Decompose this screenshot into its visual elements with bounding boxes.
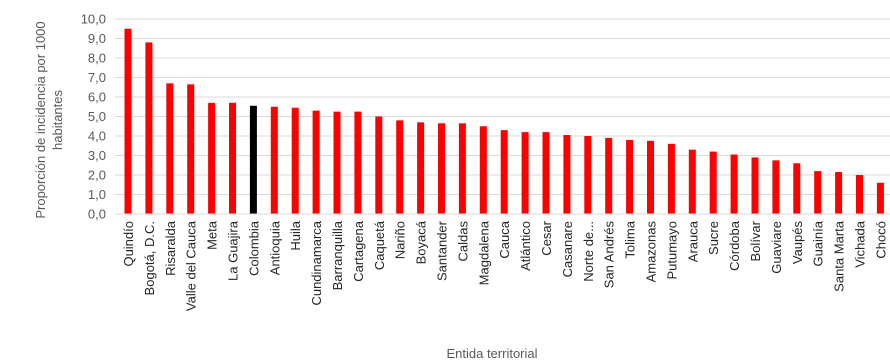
bar — [458, 123, 466, 214]
x-tick-label: Caldas — [455, 221, 470, 262]
x-tick-label: Amazonas — [644, 221, 659, 283]
x-tick-label: Santa Marta — [832, 220, 847, 292]
x-tick-label: Vaupés — [790, 221, 805, 265]
x-tick-label: Risaralda — [163, 220, 178, 276]
bar — [626, 139, 634, 214]
bar — [709, 151, 717, 214]
x-tick-label: Vichada — [853, 220, 868, 268]
x-tick-label: La Guajira — [226, 220, 241, 281]
x-tick-label: Chocó — [873, 221, 888, 259]
bar — [312, 110, 320, 214]
x-tick-label: Cesar — [539, 220, 554, 255]
category-labels: Quindío Bogotá, D.C. Risaralda Valle del Ca… — [121, 220, 888, 311]
y-tick-label: 4,0 — [88, 129, 106, 144]
x-tick-label: Norte de... — [581, 221, 596, 282]
x-tick-label: Barranquilla — [330, 220, 345, 290]
bar — [856, 175, 863, 214]
y-tick-label: 0,0 — [88, 207, 106, 222]
x-tick-label: Atlántico — [518, 221, 533, 271]
y-axis-label-line1: Proporción de incidencia por 1000 — [33, 21, 48, 218]
bar — [187, 84, 195, 214]
x-tick-label: Guaviare — [769, 221, 784, 274]
bar — [876, 182, 884, 214]
y-tick-label: 3,0 — [88, 148, 106, 163]
x-tick-label: Antioquia — [267, 220, 282, 275]
bar — [417, 122, 425, 214]
bar — [375, 116, 383, 214]
x-tick-label: Nariño — [393, 221, 408, 259]
bar — [145, 42, 153, 215]
bar — [396, 120, 404, 214]
bar — [500, 130, 508, 214]
x-tick-label: San Andrés — [602, 221, 617, 289]
bar — [438, 123, 445, 214]
bar — [249, 105, 257, 214]
bar — [688, 149, 696, 214]
x-tick-label: Bolívar — [748, 220, 763, 261]
y-tick-label: 6,0 — [88, 90, 106, 105]
x-tick-label: Guainía — [811, 220, 826, 266]
y-tick-label: 10,0 — [81, 12, 106, 27]
bar — [354, 111, 362, 214]
y-axis-ticks: 0,0 1,0 2,0 3,0 4,0 5,0 6,0 7,0 8,0 9,0 10,0 — [81, 12, 106, 222]
x-tick-label: Sucre — [706, 221, 721, 255]
bar — [333, 111, 341, 214]
y-axis-label-line2: habitantes — [50, 90, 65, 150]
x-tick-label: Bogotá, D.C. — [142, 221, 157, 295]
bar — [730, 154, 738, 214]
x-tick-label: Huila — [288, 220, 303, 250]
x-tick-label: Valle del Cauca — [184, 220, 199, 311]
bar — [479, 126, 487, 214]
x-tick-label: Meta — [205, 220, 220, 250]
x-tick-label: Casanare — [560, 221, 575, 277]
bar — [667, 143, 675, 214]
x-tick-label: Tolima — [623, 220, 638, 258]
bar — [563, 135, 571, 214]
x-tick-label: Cundinamarca — [309, 220, 324, 305]
y-tick-label: 2,0 — [88, 168, 106, 183]
x-tick-label: Córdoba — [727, 220, 742, 271]
x-tick-label: Cartagena — [351, 220, 366, 281]
y-tick-label: 5,0 — [88, 109, 106, 124]
bar — [751, 157, 759, 214]
x-tick-label: Cauca — [497, 220, 512, 258]
bar — [270, 106, 278, 214]
x-tick-label: Boyacá — [414, 220, 429, 264]
bar — [229, 102, 236, 214]
x-tick-label: Magdalena — [476, 220, 491, 285]
bar — [605, 137, 613, 214]
y-tick-label: 9,0 — [88, 31, 106, 46]
y-tick-label: 8,0 — [88, 51, 106, 66]
bar — [647, 140, 654, 214]
bar — [772, 160, 780, 214]
bar — [814, 171, 822, 214]
bar — [124, 28, 132, 214]
bar — [208, 102, 216, 214]
x-tick-label: Colombia — [246, 220, 261, 276]
bar — [793, 163, 801, 214]
bar — [584, 136, 592, 214]
bar — [835, 172, 843, 214]
x-tick-label: Quindío — [121, 221, 136, 267]
x-tick-label: Arauca — [685, 220, 700, 262]
bar — [291, 107, 299, 214]
y-tick-label: 1,0 — [88, 187, 106, 202]
bar — [542, 132, 550, 214]
bar — [521, 132, 529, 214]
x-tick-label: Putumayo — [664, 221, 679, 280]
x-axis-label: Entida territorial — [446, 346, 537, 361]
bars — [124, 28, 884, 215]
x-tick-label: Caquetá — [372, 220, 387, 270]
x-tick-label: Santander — [435, 220, 450, 281]
gridlines — [115, 18, 890, 195]
bar — [166, 83, 174, 214]
y-tick-label: 7,0 — [88, 70, 106, 85]
